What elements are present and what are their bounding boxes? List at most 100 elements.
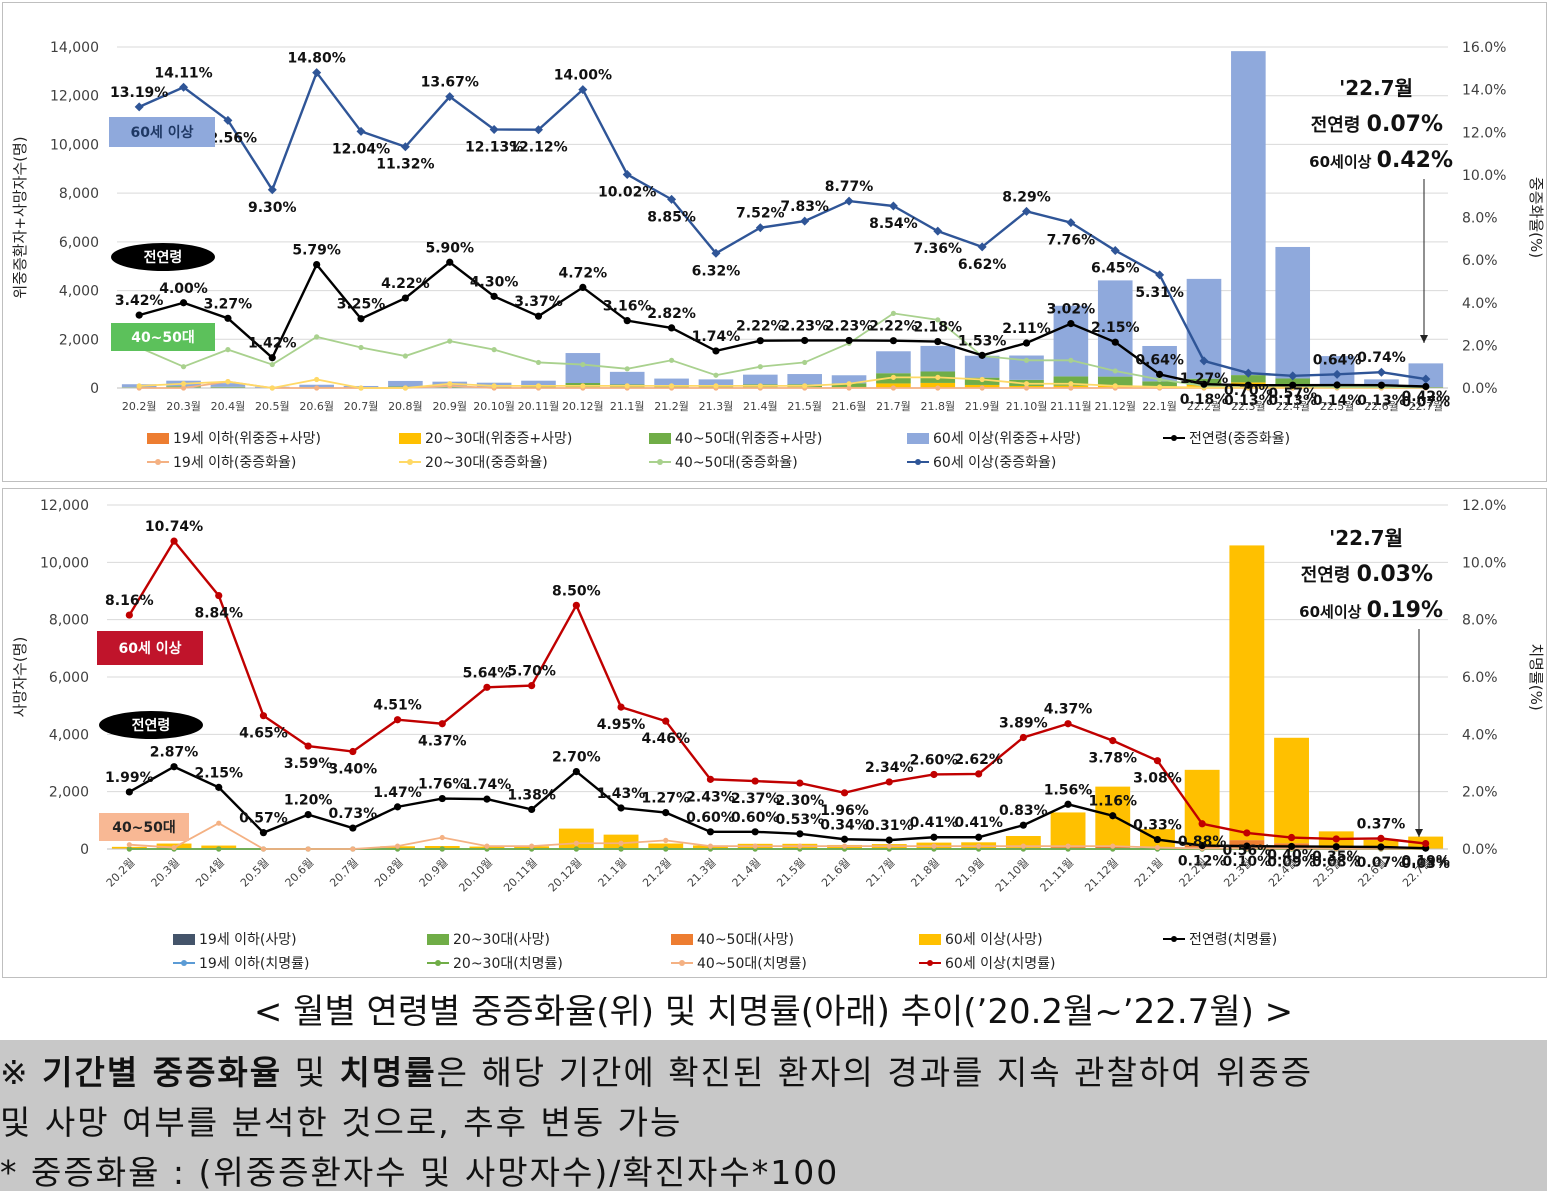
- x-tick-label: 21.7월: [864, 856, 898, 890]
- legend-swatch: [399, 433, 421, 444]
- legend-label: 40~50대(치명률): [697, 956, 807, 972]
- series-marker-4: [125, 611, 133, 619]
- series-marker-1: [225, 379, 231, 385]
- data-label-60plus: 8.16%: [105, 593, 154, 609]
- series-marker-2: [976, 843, 982, 849]
- data-label-60plus: 4.95%: [597, 717, 646, 733]
- data-label-all-ages: 0.83%: [999, 803, 1048, 819]
- legend-label: 60세 이상(사망): [945, 932, 1043, 948]
- data-label-all-ages: 1.27%: [641, 791, 690, 807]
- series-marker-3: [135, 311, 143, 319]
- data-label-all-ages: 0.60%: [731, 810, 780, 826]
- annotation-60plus-value: 0.19%: [1367, 598, 1443, 623]
- data-label-60plus: 4.65%: [239, 726, 288, 742]
- data-label-all-ages: 2.15%: [1091, 320, 1140, 336]
- x-tick-label: 20.4월: [193, 856, 227, 890]
- series-marker-3: [179, 299, 188, 307]
- y-right-tick-label: 0.0%: [1462, 842, 1498, 858]
- series-marker-4: [445, 92, 455, 102]
- series-marker-2: [757, 364, 763, 370]
- data-label-all-ages: 2.87%: [150, 745, 199, 761]
- series-marker-0: [935, 385, 941, 391]
- series-marker-2: [126, 842, 132, 848]
- series-marker-1: [573, 846, 579, 852]
- series-marker-4: [975, 770, 983, 778]
- series-marker-3: [617, 804, 625, 812]
- series-marker-3: [1377, 843, 1385, 851]
- x-tick-label: 22.3월: [1231, 400, 1266, 413]
- y-left-axis-title: 사망자수(명): [11, 637, 29, 718]
- data-label-all-ages: 1.53%: [958, 333, 1007, 349]
- series-marker-0: [1068, 385, 1074, 391]
- bar-3: [1005, 836, 1041, 848]
- legend-swatch: [907, 433, 929, 444]
- badge-40-50-label: 40~50대: [112, 820, 176, 836]
- x-tick-label: 21.10월: [1006, 400, 1048, 413]
- series-marker-3: [623, 317, 631, 325]
- badge-all-ages-box: [111, 243, 215, 271]
- legend-marker: [679, 960, 685, 966]
- legend-swatch: [671, 934, 693, 945]
- data-label-60plus: 2.43%: [686, 789, 735, 805]
- series-marker-3: [215, 783, 223, 791]
- series-marker-2: [350, 846, 356, 852]
- legend-label: 60세 이상(치명률): [945, 956, 1055, 972]
- series-marker-4: [267, 185, 277, 195]
- footnotes: ※ 기간별 중증화율 및 치명률은 해당 기간에 확진된 환자의 경과를 지속 …: [0, 1040, 1547, 1191]
- data-label-all-ages: 1.38%: [507, 787, 556, 803]
- x-tick-label: 21.11월: [1050, 400, 1092, 413]
- data-label-60plus: 8.50%: [552, 583, 601, 599]
- series-marker-2: [624, 366, 630, 372]
- series-marker-4: [1019, 733, 1027, 742]
- series-marker-1: [624, 383, 630, 389]
- series-marker-4: [304, 742, 312, 750]
- data-label-all-ages: 0.07%: [1357, 855, 1406, 871]
- series-marker-4: [393, 716, 402, 724]
- x-tick-label: 21.1월: [595, 856, 629, 890]
- series-marker-4: [800, 216, 810, 226]
- note-mark: ※: [0, 1053, 43, 1092]
- series-marker-2: [935, 317, 941, 323]
- series-marker-2: [1110, 843, 1116, 849]
- series-marker-4: [1422, 839, 1430, 848]
- data-label-all-ages: 0.64%: [1135, 352, 1184, 368]
- fatality-rate-chart-panel: 12,000 10,000 8,000 6,000 4,000 2,000 0 12.0% 10…: [2, 488, 1547, 978]
- bar-2: [1142, 381, 1177, 387]
- series-marker-2: [314, 334, 320, 340]
- annotation-month: '22.7월: [1329, 526, 1403, 550]
- data-label-all-ages: 0.09%: [1267, 854, 1316, 870]
- series-marker-4: [796, 779, 804, 787]
- annotation-60plus-value: 0.42%: [1377, 148, 1453, 173]
- annotation-all-ages-label: 전연령: [1311, 115, 1367, 136]
- series-marker-4: [578, 85, 588, 95]
- series-marker-4: [755, 223, 765, 233]
- x-tick-label: 21.3월: [685, 856, 719, 890]
- series-marker-4: [930, 770, 938, 779]
- series-marker-3: [1067, 320, 1075, 328]
- series-marker-2: [402, 353, 408, 359]
- legend-label: 20~30대(위중증+사망): [425, 431, 572, 447]
- y-right-tick-label: 10.0%: [1462, 168, 1506, 184]
- data-label-60plus: 14.00%: [554, 68, 612, 84]
- annotation-60plus: 60세이상 0.42%: [1309, 148, 1453, 173]
- data-label-all-ages: 1.20%: [284, 793, 333, 809]
- series-marker-3: [1198, 841, 1206, 850]
- series-marker-3: [1333, 381, 1341, 389]
- data-label-60plus: 0.40%: [1267, 848, 1316, 864]
- legend-label: 20~30대(사망): [453, 932, 550, 948]
- series-marker-3: [667, 324, 676, 332]
- y-left-tick-label: 0: [80, 842, 89, 858]
- legend-label: 20~30대(중증화율): [425, 455, 548, 471]
- data-label-60plus: 0.88%: [1178, 834, 1227, 850]
- x-tick-label: 20.3월: [148, 856, 182, 890]
- series-marker-4: [1376, 367, 1386, 377]
- y-left-tick-label: 2,000: [59, 332, 99, 348]
- x-tick-label: 21.10월: [993, 856, 1032, 895]
- series-marker-4: [1199, 356, 1209, 366]
- data-label-all-ages: 3.37%: [514, 294, 563, 310]
- x-tick-label: 22.7월: [1409, 400, 1444, 413]
- bar-2: [1231, 375, 1266, 383]
- data-label-all-ages: 0.07%: [1402, 395, 1451, 411]
- y-right-tick-label: 12.0%: [1462, 125, 1506, 141]
- legend-swatch: [173, 934, 195, 945]
